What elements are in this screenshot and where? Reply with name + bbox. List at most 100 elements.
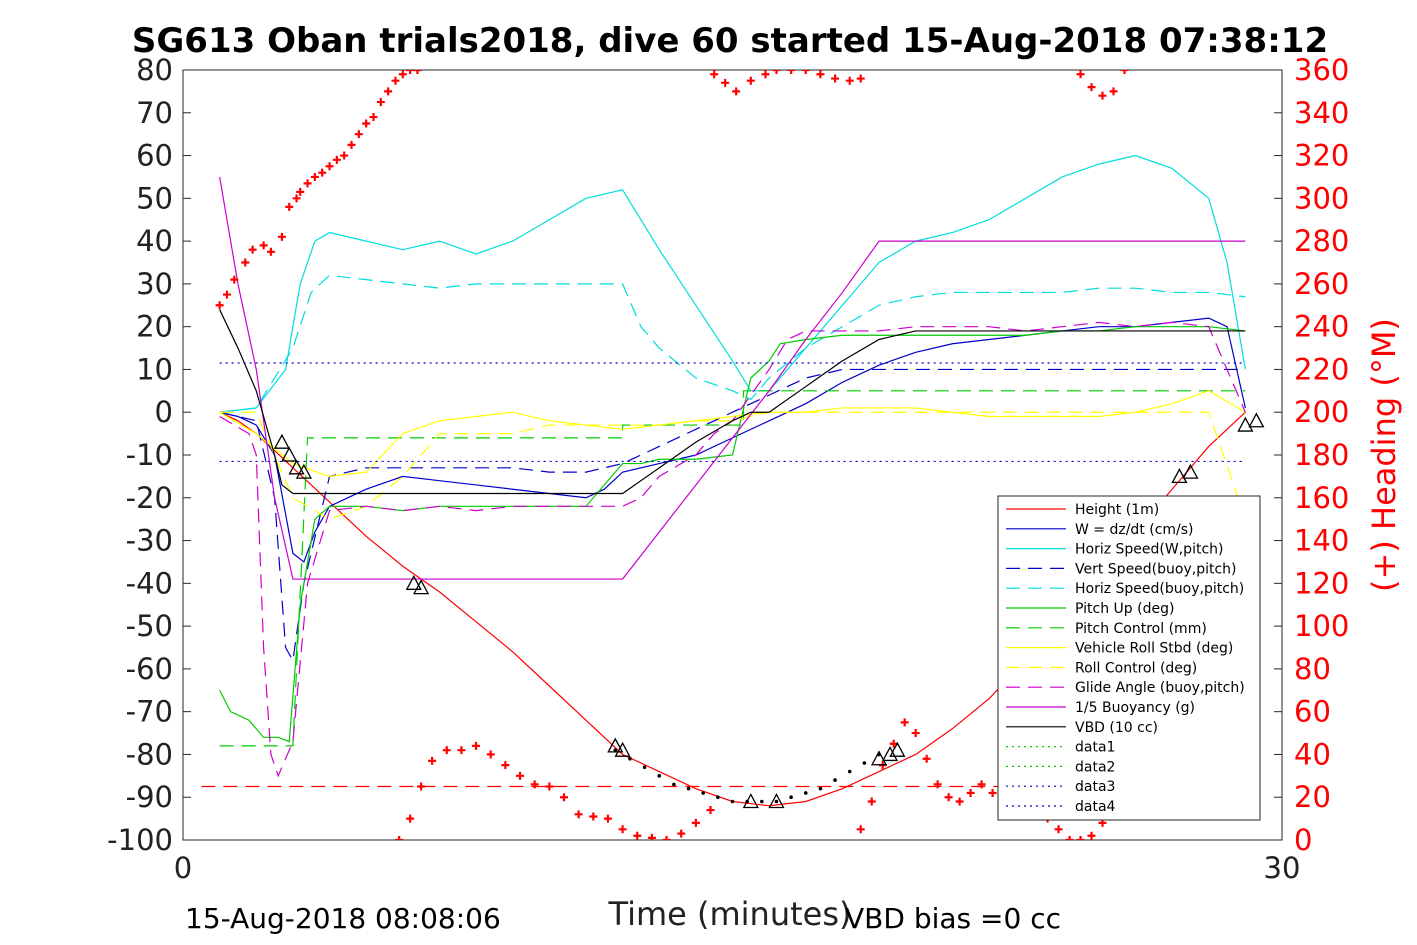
heading-marker bbox=[691, 818, 700, 827]
left-tick-label: -90 bbox=[126, 780, 173, 814]
footer-vbd-bias: VBD bias =0 cc bbox=[845, 902, 1061, 935]
heading-marker bbox=[559, 793, 568, 802]
data-point bbox=[642, 765, 647, 770]
heading-marker bbox=[1087, 831, 1096, 840]
heading-marker bbox=[933, 780, 942, 789]
heading-marker bbox=[530, 780, 539, 789]
triangle-marker bbox=[607, 737, 624, 753]
left-tick-label: 50 bbox=[136, 181, 173, 215]
heading-marker bbox=[545, 782, 554, 791]
triangle-marker bbox=[881, 746, 899, 762]
data-point bbox=[760, 799, 764, 804]
heading-marker bbox=[230, 275, 239, 284]
left-tick-label: -80 bbox=[126, 737, 173, 771]
heading-marker bbox=[574, 810, 583, 819]
heading-marker bbox=[332, 155, 341, 164]
legend-label: 1/5 Buoyancy (g) bbox=[1075, 700, 1195, 716]
legend-label: Horiz Speed(W,pitch) bbox=[1075, 542, 1223, 558]
heading-marker bbox=[486, 750, 495, 759]
triangle-marker bbox=[413, 579, 430, 595]
heading-marker bbox=[1054, 825, 1063, 834]
x-tick-label: 0 bbox=[174, 851, 192, 885]
triangle-marker bbox=[1237, 416, 1254, 432]
right-tick-label: 260 bbox=[1294, 267, 1349, 301]
series-line bbox=[219, 326, 1246, 743]
heading-marker bbox=[772, 70, 781, 74]
heading-marker bbox=[442, 746, 451, 755]
heading-marker bbox=[589, 812, 598, 821]
legend-label: Vehicle Roll Stbd (deg) bbox=[1075, 641, 1233, 657]
heading-marker bbox=[677, 829, 686, 838]
data-point bbox=[716, 795, 720, 800]
left-tick-label: 40 bbox=[136, 224, 173, 258]
heading-marker bbox=[472, 741, 481, 750]
heading-marker bbox=[867, 797, 876, 806]
legend-label: data4 bbox=[1075, 799, 1116, 815]
heading-marker bbox=[1109, 87, 1118, 96]
series-line bbox=[219, 309, 1246, 495]
series-line bbox=[219, 154, 1246, 413]
right-tick-label: 40 bbox=[1294, 737, 1331, 771]
legend-label: data1 bbox=[1075, 740, 1115, 756]
data-point bbox=[672, 782, 676, 787]
left-tick-label: 30 bbox=[136, 267, 173, 301]
heading-marker bbox=[955, 797, 964, 806]
right-tick-label: 340 bbox=[1294, 96, 1349, 130]
left-tick-label: -20 bbox=[126, 481, 173, 515]
left-tick-label: 0 bbox=[155, 395, 173, 429]
heading-marker bbox=[647, 833, 656, 840]
heading-marker bbox=[966, 788, 975, 797]
data-point bbox=[686, 786, 691, 791]
heading-marker bbox=[746, 76, 755, 85]
right-tick-label: 60 bbox=[1294, 695, 1331, 729]
heading-marker bbox=[292, 194, 301, 203]
legend-label: Pitch Up (deg) bbox=[1075, 601, 1174, 617]
series-line bbox=[219, 321, 1246, 778]
triangle-marker bbox=[281, 446, 298, 462]
heading-marker bbox=[787, 70, 796, 74]
heading-marker bbox=[732, 87, 741, 96]
triangle-marker bbox=[405, 574, 422, 590]
heading-marker bbox=[325, 162, 334, 171]
triangle-marker bbox=[870, 750, 888, 766]
right-tick-label: 280 bbox=[1294, 224, 1349, 258]
chart-title: SG613 Oban trials2018, dive 60 started 1… bbox=[132, 21, 1328, 61]
heading-marker bbox=[340, 151, 349, 160]
heading-marker bbox=[259, 241, 268, 250]
heading-marker bbox=[944, 793, 953, 802]
legend-label: Glide Angle (buoy,pitch) bbox=[1075, 680, 1245, 696]
heading-marker bbox=[618, 825, 627, 834]
left-tick-label: -10 bbox=[126, 438, 173, 472]
legend-label: Vert Speed(buoy,pitch) bbox=[1075, 561, 1237, 577]
triangle-marker bbox=[273, 433, 290, 449]
x-axis-label: Time (minutes) bbox=[608, 895, 852, 933]
heading-marker bbox=[376, 98, 385, 107]
right-tick-label: 240 bbox=[1294, 310, 1349, 344]
heading-marker bbox=[285, 202, 294, 211]
series-line bbox=[219, 411, 1246, 520]
left-tick-label: -60 bbox=[126, 652, 173, 686]
right-tick-label: 160 bbox=[1294, 481, 1349, 515]
series-line bbox=[219, 176, 1246, 580]
heading-marker bbox=[222, 290, 231, 299]
legend-label: W = dz/dt (cm/s) bbox=[1075, 522, 1194, 538]
heading-marker bbox=[831, 74, 840, 83]
data-point bbox=[730, 799, 735, 804]
right-y-axis: 3603403203002802602402202001801601401201… bbox=[1274, 53, 1349, 857]
heading-marker bbox=[1098, 91, 1107, 100]
left-tick-label: -50 bbox=[126, 609, 173, 643]
heading-marker bbox=[922, 754, 931, 763]
right-tick-label: 80 bbox=[1294, 652, 1331, 686]
heading-marker bbox=[277, 232, 286, 241]
heading-marker bbox=[384, 87, 393, 96]
x-axis: 0 30 bbox=[174, 832, 1300, 885]
heading-marker bbox=[856, 74, 865, 83]
legend-label: Roll Control (deg) bbox=[1075, 660, 1197, 676]
heading-marker bbox=[1087, 83, 1096, 92]
right-tick-label: 100 bbox=[1294, 609, 1349, 643]
plot-area bbox=[182, 69, 1283, 841]
heading-marker bbox=[417, 782, 426, 791]
triangle-marker bbox=[1182, 463, 1199, 479]
data-point bbox=[657, 774, 662, 778]
heading-marker bbox=[406, 814, 415, 823]
